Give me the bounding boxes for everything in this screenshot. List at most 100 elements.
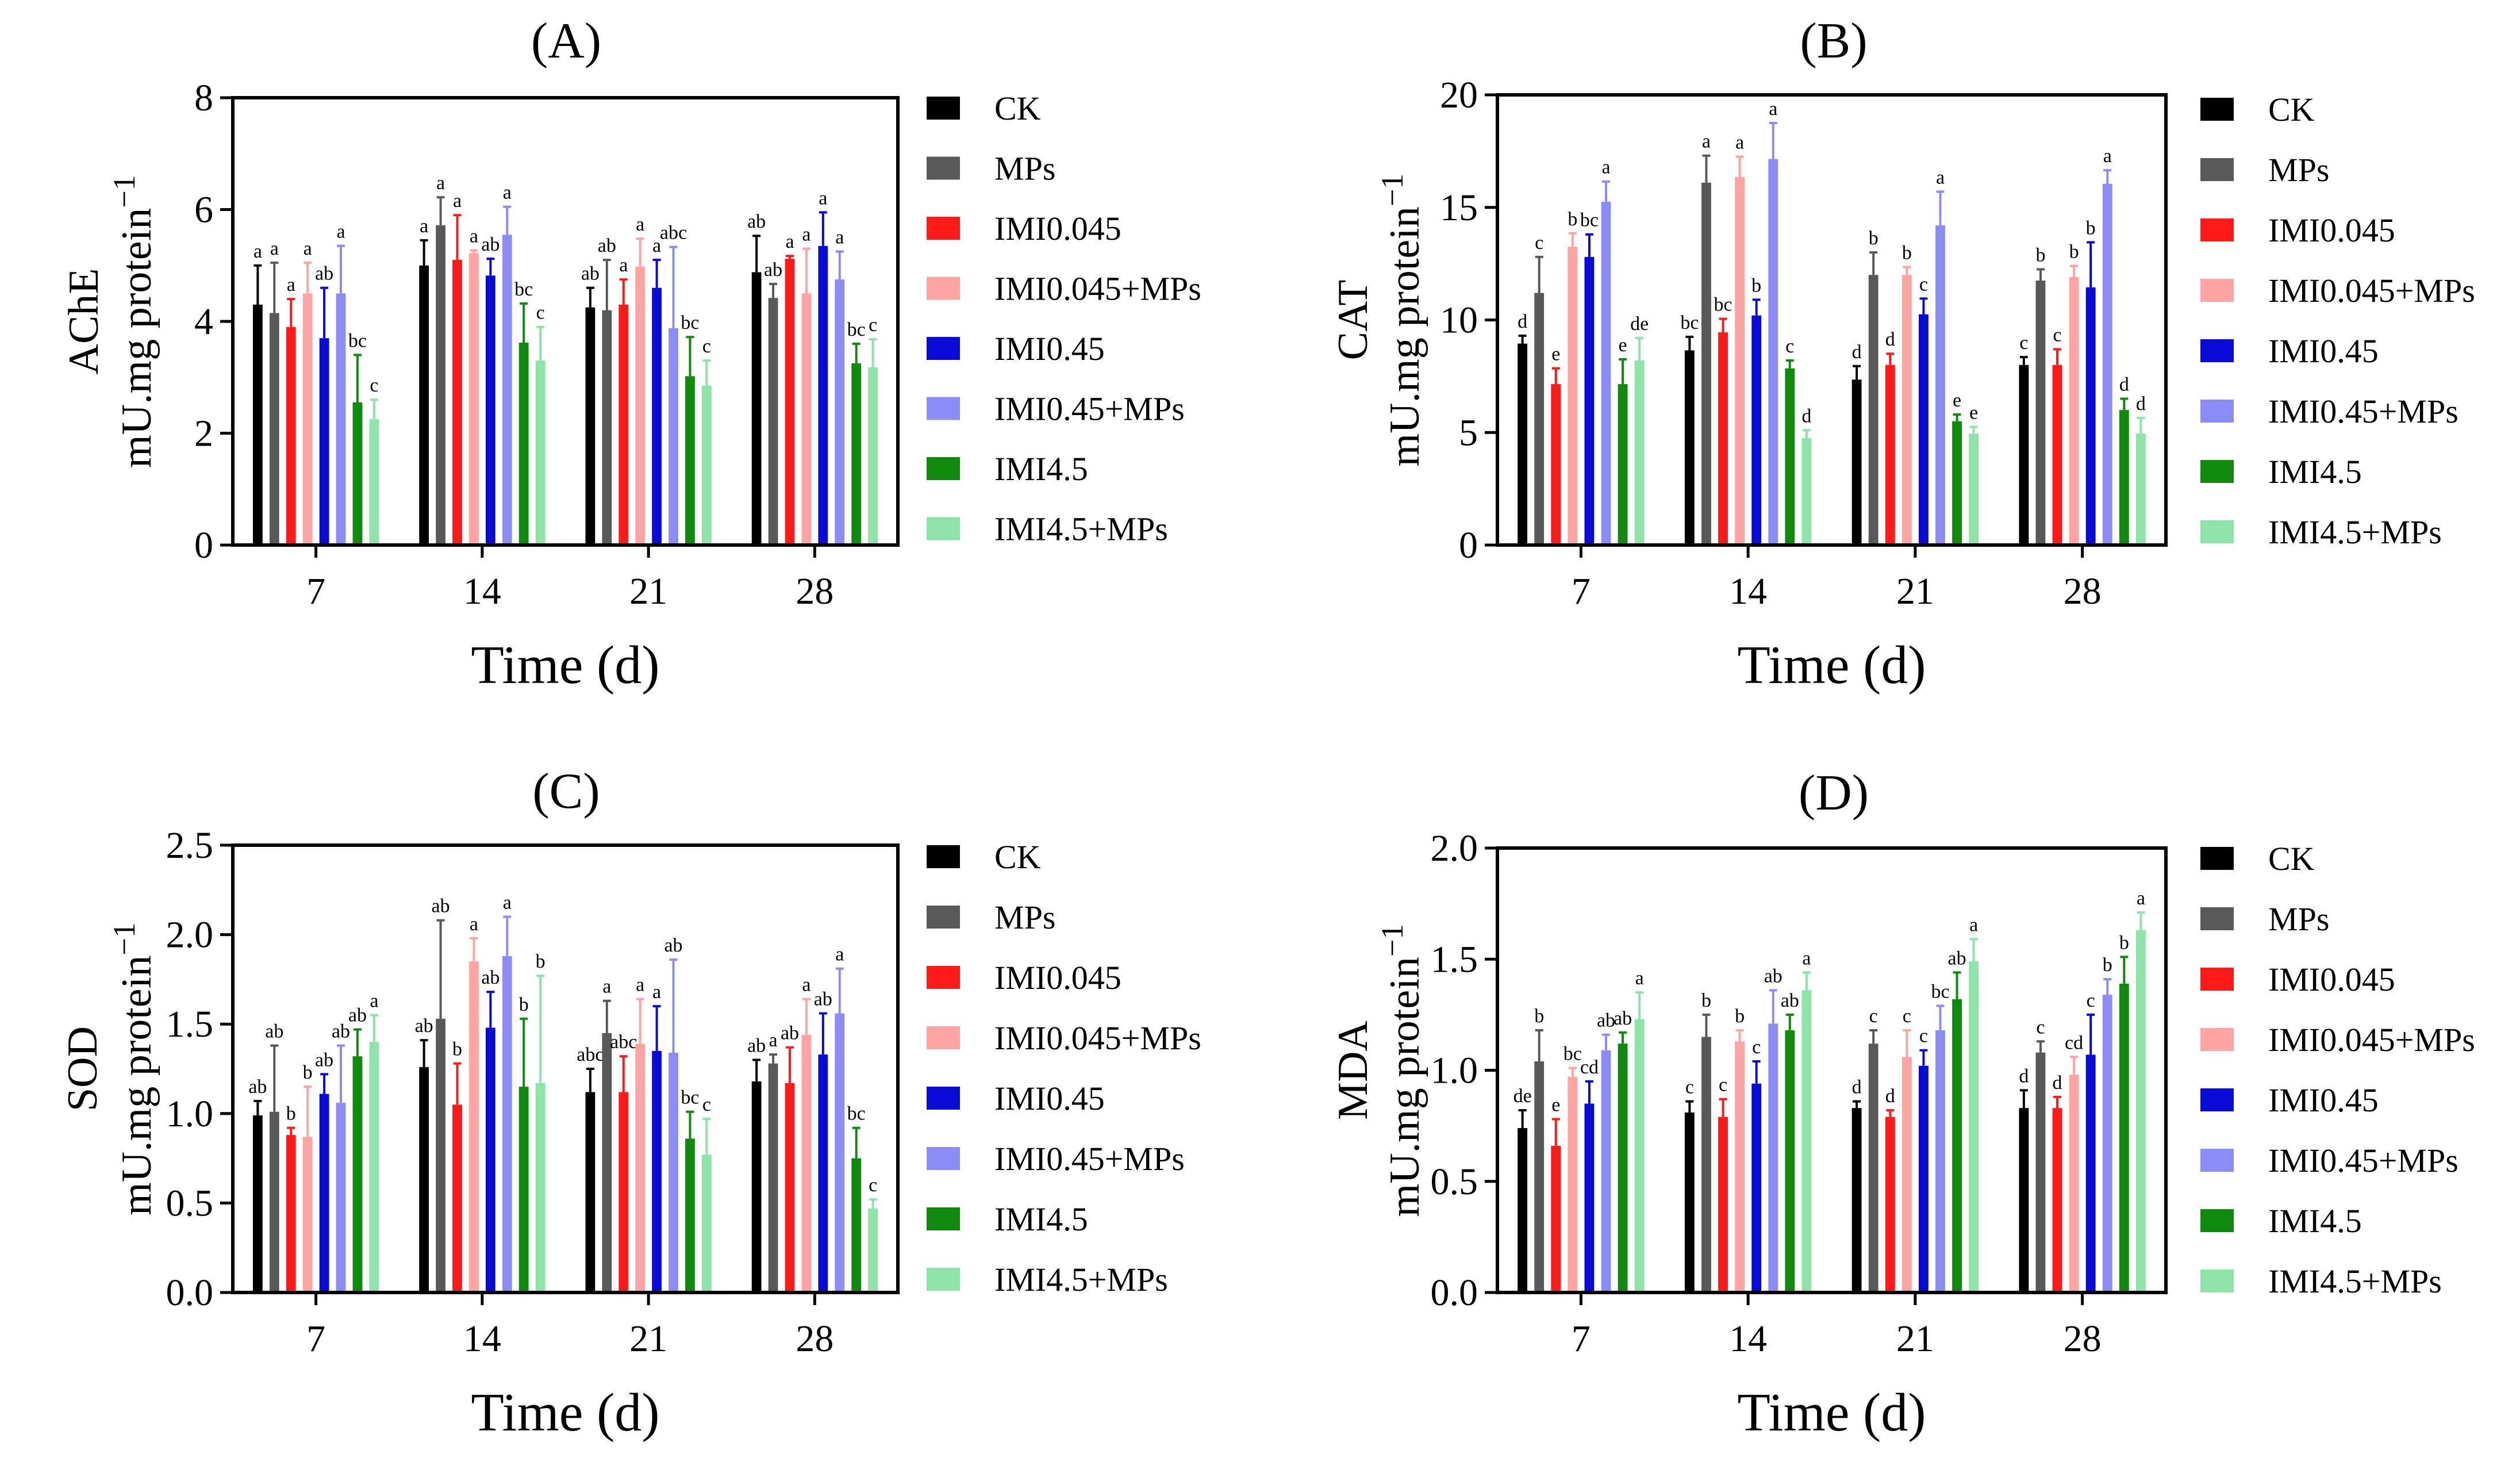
panel-a-legend-label: MPs — [994, 150, 1055, 187]
panel-b-significance-letter: d — [1801, 405, 1811, 427]
panel-b-significance-letter: d — [2136, 393, 2146, 415]
panel-a-bar-mps-21 — [602, 310, 612, 545]
panel-b-significance-letter: c — [1535, 232, 1543, 254]
panel-d-legend-swatch — [2200, 847, 2234, 870]
panel-b-significance-letter: e — [1551, 344, 1560, 365]
panel-d-significance-letter: d — [2019, 1065, 2029, 1087]
panel-a-bar-ck-14 — [419, 265, 429, 545]
panel-a-bar-imi0-045-mps-28 — [801, 293, 812, 545]
panel-a-bar-imi4-5-mps-14 — [535, 360, 546, 545]
panel-c-legend-label: CK — [994, 838, 1041, 876]
panel-a-bar-imi4-5-mps-7 — [369, 419, 379, 545]
panel-d-significance-letter: cd — [2065, 1032, 2083, 1053]
panel-d-bar-imi4-5-7 — [1618, 1044, 1628, 1292]
panel-a-bar-imi0-045-mps-14 — [469, 253, 479, 545]
panel-a-bar-ck-21 — [585, 307, 596, 545]
panel-c-significance-letter: abc — [577, 1044, 604, 1065]
panel-d-significance-letter: de — [1513, 1086, 1532, 1107]
panel-c-significance-letter: c — [869, 1175, 877, 1196]
panel-d-x-tick-label: 14 — [1729, 1318, 1767, 1360]
panel-c-significance-letter: ab — [747, 1035, 766, 1056]
panel-d-bar-imi4-5-mps-21 — [1969, 961, 1979, 1292]
panel-d-legend-swatch — [2200, 1269, 2234, 1292]
panel-b-y-tick-label: 0 — [1459, 524, 1478, 566]
panel-a-y-axis-title: AChE — [60, 269, 107, 375]
panel-d-significance-letter: c — [1719, 1075, 1727, 1096]
panel-d-legend-label: IMI0.045+MPs — [2268, 1021, 2475, 1058]
panel-a-legend-label: IMI0.45 — [994, 330, 1105, 367]
panel-d-legend-swatch — [2200, 1028, 2234, 1051]
panel-c-legend-label: IMI0.45+MPs — [994, 1140, 1185, 1177]
panel-a-legend-label: IMI0.045 — [994, 210, 1121, 247]
panel-c-y-tick-label: 1.0 — [166, 1093, 214, 1135]
panel-c-significance-letter: b — [536, 951, 546, 972]
panel-b-x-tick-label: 21 — [1896, 570, 1934, 612]
panel-c-legend-swatch — [927, 1147, 960, 1170]
panel-b-bar-mps-28 — [2035, 280, 2046, 545]
panel-b-significance-letter: e — [1953, 390, 1961, 411]
panel-b-significance-letter: d — [1518, 311, 1527, 332]
panel-a-bar-imi0-45-mps-21 — [669, 328, 678, 545]
panel-a-legend-swatch — [927, 156, 960, 180]
panel-b-significance-letter: b — [1568, 209, 1577, 230]
panel-a-significance-letter: a — [287, 274, 295, 296]
panel-b-significance-letter: e — [1619, 335, 1627, 356]
panel-b-bar-ck-14 — [1684, 350, 1695, 545]
panel-b-significance-letter: bc — [1680, 312, 1699, 333]
panel-b-bar-imi4-5-mps-21 — [1969, 434, 1979, 545]
panel-d-significance-letter: ab — [1597, 1010, 1615, 1031]
panel-c-y-tick-label: 0.5 — [166, 1182, 214, 1224]
panel-c-bar-imi0-045-21 — [619, 1092, 629, 1292]
panel-b-x-tick-label: 28 — [2064, 570, 2102, 612]
panel-a-significance-letter: bc — [348, 330, 367, 351]
panel-a-bar-imi0-45-mps-28 — [835, 279, 845, 545]
panel-d-y-tick-label: 1.0 — [1431, 1050, 1478, 1092]
panel-c-bar-imi4-5-28 — [851, 1158, 862, 1292]
panel-d-bar-imi0-45-28 — [2085, 1054, 2096, 1292]
panel-c-bar-mps-21 — [602, 1033, 612, 1292]
panel-a-significance-letter: a — [470, 225, 478, 247]
panel-c-bar-mps-28 — [768, 1063, 778, 1292]
panel-b-significance-letter: d — [1852, 342, 1862, 363]
panel-a-significance-letter: bc — [847, 319, 866, 340]
panel-d-significance-letter: c — [1869, 1006, 1878, 1027]
panel-c-y-axis-unit: mU.mg protein−1 — [107, 922, 160, 1215]
panel-d-bar-imi0-045-mps-14 — [1735, 1041, 1745, 1292]
panel-d-bar-imi0-45-mps-7 — [1601, 1050, 1611, 1292]
panel-d-significance-letter: c — [1752, 1037, 1761, 1058]
panel-b-significance-letter: a — [1936, 167, 1945, 188]
panel-d-significance-letter: c — [1903, 1006, 1911, 1027]
panel-b-significance-letter: c — [2019, 332, 2028, 354]
panel-d-bar-imi4-5-21 — [1952, 999, 1962, 1292]
panel-c-x-tick-label: 21 — [629, 1318, 667, 1360]
panel-d-x-tick-label: 7 — [1572, 1318, 1591, 1360]
panel-b-x-axis-title: Time (d) — [1737, 635, 1926, 695]
panel-a-significance-letter: ab — [315, 263, 333, 285]
panel-c-title: (C) — [532, 764, 600, 819]
panel-a-significance-letter: ab — [598, 235, 616, 256]
panel-b-bar-imi0-045-7 — [1551, 384, 1561, 545]
panel-a-significance-letter: a — [436, 172, 445, 194]
panel-a-y-tick-label: 0 — [194, 524, 213, 566]
panel-b-significance-letter: d — [2119, 374, 2129, 396]
panel-c-legend-swatch — [927, 906, 960, 929]
panel-c-legend-swatch — [927, 1026, 960, 1049]
panel-a-bar-imi0-045-mps-7 — [302, 293, 313, 545]
panel-d-bar-ck-28 — [2019, 1108, 2029, 1292]
panel-d-significance-letter: cd — [1580, 1057, 1599, 1078]
panel-b-bar-ck-28 — [2019, 365, 2029, 545]
panel-b-significance-letter: c — [1919, 274, 1928, 295]
panel-c-significance-letter: ab — [415, 1015, 433, 1037]
panel-a-bar-imi0-45-7 — [319, 338, 329, 545]
panel-d-significance-letter: b — [1701, 990, 1711, 1011]
panel-b-y-axis-unit: mU.mg protein−1 — [1375, 174, 1428, 467]
panel-a-significance-letter: a — [270, 238, 279, 259]
panel-b-bar-imi0-045-mps-28 — [2069, 277, 2079, 545]
panel-d-legend-swatch — [2200, 1149, 2234, 1172]
panel-c-bar-mps-14 — [436, 1018, 445, 1292]
panel-b-significance-letter: a — [1735, 132, 1744, 154]
panel-d-significance-letter: a — [2137, 888, 2145, 909]
panel-b-axes-frame — [1496, 93, 2168, 547]
